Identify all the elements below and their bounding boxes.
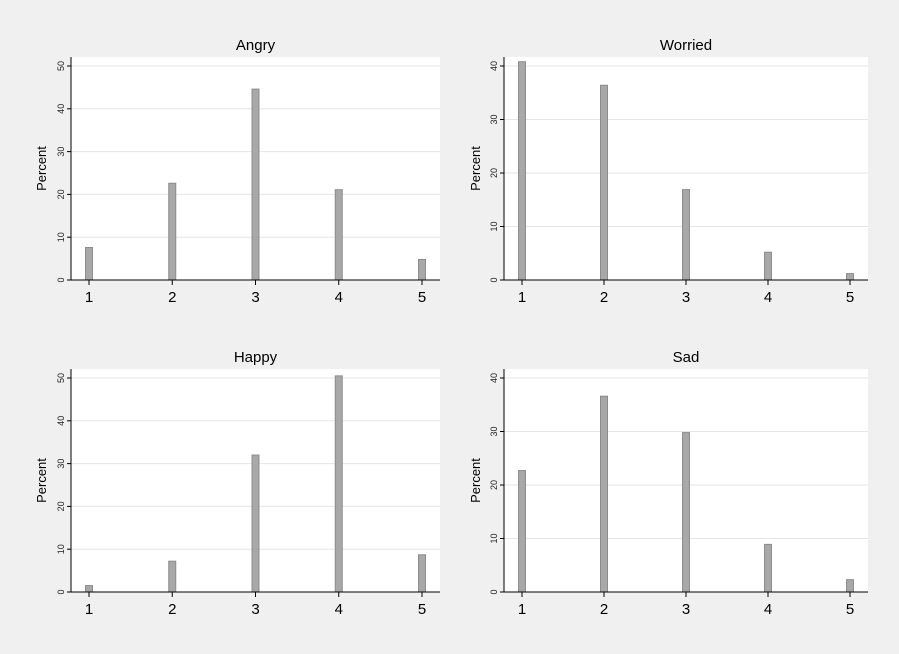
x-tick-label: 2 <box>168 289 176 306</box>
bar-3 <box>251 454 260 593</box>
panel-angry: 0 10 20 30 40 50 1 2 3 4 5 Angry Percent <box>34 37 440 306</box>
bar-2 <box>168 560 177 593</box>
y-tick-label: 50 <box>56 61 66 71</box>
panel-sad: 0 10 20 30 40 1 2 3 4 5 Sad Percent <box>468 349 868 618</box>
bar-3 <box>251 88 260 281</box>
x-tick-label: 5 <box>418 289 426 306</box>
bar-5 <box>418 258 426 281</box>
x-tick-label: 3 <box>251 601 259 618</box>
y-tick-label: 40 <box>489 61 499 71</box>
y-tick-label: 0 <box>489 277 499 282</box>
bar-1 <box>85 585 93 593</box>
bar-2 <box>168 182 177 281</box>
y-tick-label: 40 <box>56 104 66 114</box>
bar-4 <box>334 189 343 281</box>
bar-1 <box>518 61 526 281</box>
x-tick-label: 1 <box>85 601 93 618</box>
panel-title: Angry <box>236 37 276 54</box>
y-axis-label: Percent <box>468 458 483 503</box>
x-tick-label: 5 <box>418 601 426 618</box>
bar-5 <box>846 273 854 281</box>
x-tick-label: 3 <box>682 601 690 618</box>
y-tick-label: 0 <box>56 589 66 594</box>
y-tick-label: 30 <box>489 426 499 436</box>
y-tick-label: 20 <box>489 480 499 490</box>
bar-5 <box>418 554 426 593</box>
x-tick-label: 2 <box>600 289 608 306</box>
panel-worried: 0 10 20 30 40 1 2 3 4 5 Worried Percent <box>468 37 868 306</box>
panel-title: Worried <box>660 37 712 54</box>
bar-4 <box>764 543 772 593</box>
y-tick-label: 10 <box>56 232 66 242</box>
y-tick-label: 10 <box>56 544 66 554</box>
x-tick-label: 2 <box>168 601 176 618</box>
y-tick-label: 10 <box>489 221 499 231</box>
y-tick-label: 30 <box>56 459 66 469</box>
x-tick-label: 5 <box>846 601 854 618</box>
x-tick-label: 4 <box>764 289 772 306</box>
panel-title: Sad <box>673 349 700 366</box>
bar-4 <box>334 375 343 593</box>
x-tick-label: 1 <box>518 601 526 618</box>
x-tick-label: 3 <box>682 289 690 306</box>
y-tick-label: 30 <box>56 147 66 157</box>
y-tick-label: 20 <box>56 189 66 199</box>
x-tick-label: 4 <box>764 601 772 618</box>
bar-3 <box>682 189 690 281</box>
x-tick-label: 3 <box>251 289 259 306</box>
y-tick-label: 10 <box>489 533 499 543</box>
bar-3 <box>682 432 690 593</box>
y-tick-label: 50 <box>56 373 66 383</box>
y-tick-label: 40 <box>489 373 499 383</box>
panel-title: Happy <box>234 349 278 366</box>
y-tick-label: 40 <box>56 416 66 426</box>
y-axis-label: Percent <box>468 146 483 191</box>
y-tick-label: 30 <box>489 114 499 124</box>
y-tick-label: 20 <box>489 168 499 178</box>
x-tick-label: 1 <box>518 289 526 306</box>
bar-2 <box>600 395 608 593</box>
y-tick-label: 20 <box>56 501 66 511</box>
x-tick-label: 4 <box>335 601 343 618</box>
x-tick-label: 5 <box>846 289 854 306</box>
bar-4 <box>764 251 772 281</box>
x-tick-label: 2 <box>600 601 608 618</box>
y-tick-label: 0 <box>489 589 499 594</box>
y-axis-label: Percent <box>34 458 49 503</box>
y-axis-label: Percent <box>34 146 49 191</box>
bar-1 <box>85 246 93 281</box>
bar-1 <box>518 470 526 593</box>
x-tick-label: 4 <box>335 289 343 306</box>
x-tick-label: 1 <box>85 289 93 306</box>
bar-5 <box>846 579 854 593</box>
y-tick-label: 0 <box>56 277 66 282</box>
panel-happy: 0 10 20 30 40 50 1 2 3 4 5 Happy Percent <box>34 349 440 618</box>
bar-2 <box>600 84 608 281</box>
